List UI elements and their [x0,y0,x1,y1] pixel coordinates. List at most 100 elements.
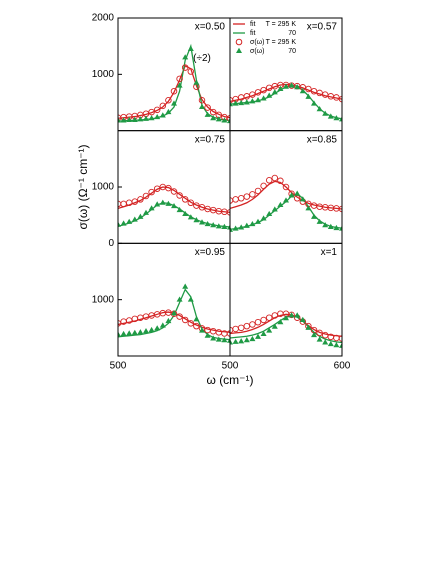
legend-name: σ(ω) [250,39,264,46]
y-axis-label: σ(ω) (Ω⁻¹ cm⁻¹) [76,144,90,229]
data-point [288,311,295,319]
data-point [294,312,301,318]
data-point [310,87,318,95]
data-point [165,96,172,104]
legend-temperature: 70 [288,30,296,37]
data-point [243,193,251,200]
data-point [322,339,329,345]
panel-label: x=0.57 [307,22,338,33]
data-point [159,199,166,205]
data-point [283,83,289,89]
data-point [232,325,239,333]
data-point [333,94,340,101]
data-point [131,116,138,122]
data-point [277,319,284,325]
data-point [176,192,183,199]
data-point [271,206,278,212]
data-point [153,106,161,114]
data-point [148,115,155,121]
data-point [271,312,279,319]
data-point [193,217,200,223]
legend-marker [236,47,242,53]
plot-area [230,310,342,348]
data-point [181,196,189,203]
data-point [193,316,200,322]
data-point [176,206,183,213]
data-point [137,329,144,335]
annotation: (÷2) [193,53,211,64]
data-point [193,202,200,209]
data-point [171,309,177,316]
data-point [187,214,194,220]
data-point [249,321,256,328]
data-point [232,196,239,203]
data-point [311,213,317,219]
data-point [143,328,149,334]
data-point [311,331,317,338]
data-point [277,85,284,91]
data-point [148,108,155,116]
data-point [199,219,205,225]
data-point [154,201,161,207]
plot-area [230,81,342,122]
data-point [232,100,239,106]
data-point [209,327,217,335]
data-point [176,82,183,88]
data-point [165,317,172,324]
plot-area [230,174,342,232]
data-point [238,224,245,230]
data-point [199,327,205,333]
data-point [215,336,222,342]
data-point [154,325,161,331]
data-point [131,329,138,335]
legend-name: fit [250,21,256,28]
data-point [265,314,273,321]
fit-line [118,288,230,341]
data-point [126,116,133,122]
data-point [237,195,245,202]
data-point [193,322,200,330]
legend-marker [235,38,243,46]
data-point [316,218,323,224]
data-point [143,209,149,215]
data-point [187,296,194,302]
data-point [120,117,127,123]
panel-label: x=0.95 [195,247,226,258]
legend-temperature: T = 295 K [266,21,297,28]
panel-label: x=0.50 [195,22,226,33]
data-point [221,337,228,343]
data-point [131,198,139,205]
plot-area [118,183,230,230]
panel-label: x=1 [321,247,338,258]
data-point [198,96,206,104]
fit-line [230,180,342,210]
data-point [249,191,256,198]
data-point [165,184,172,192]
data-point [333,224,340,231]
data-point [120,200,127,208]
panel-frame [229,242,343,357]
data-point [137,213,144,219]
data-point [305,93,312,99]
data-point [176,296,183,302]
data-point [187,320,195,327]
data-point [159,102,167,110]
data-point [260,95,267,101]
data-point [266,210,273,217]
data-point [131,216,138,222]
data-point [316,89,323,97]
data-point [288,192,295,198]
data-point [143,115,149,121]
data-point [232,225,239,231]
data-point [182,54,189,60]
y-tick-label: 1000 [92,69,115,80]
data-point [187,68,195,75]
data-point [316,336,323,342]
x-tick-label: 600 [334,361,351,372]
data-point [327,223,334,229]
plot-area [118,43,230,124]
legend-temperature: 70 [288,48,296,55]
data-point [249,335,256,342]
data-point [227,224,230,230]
data-point [339,116,342,122]
